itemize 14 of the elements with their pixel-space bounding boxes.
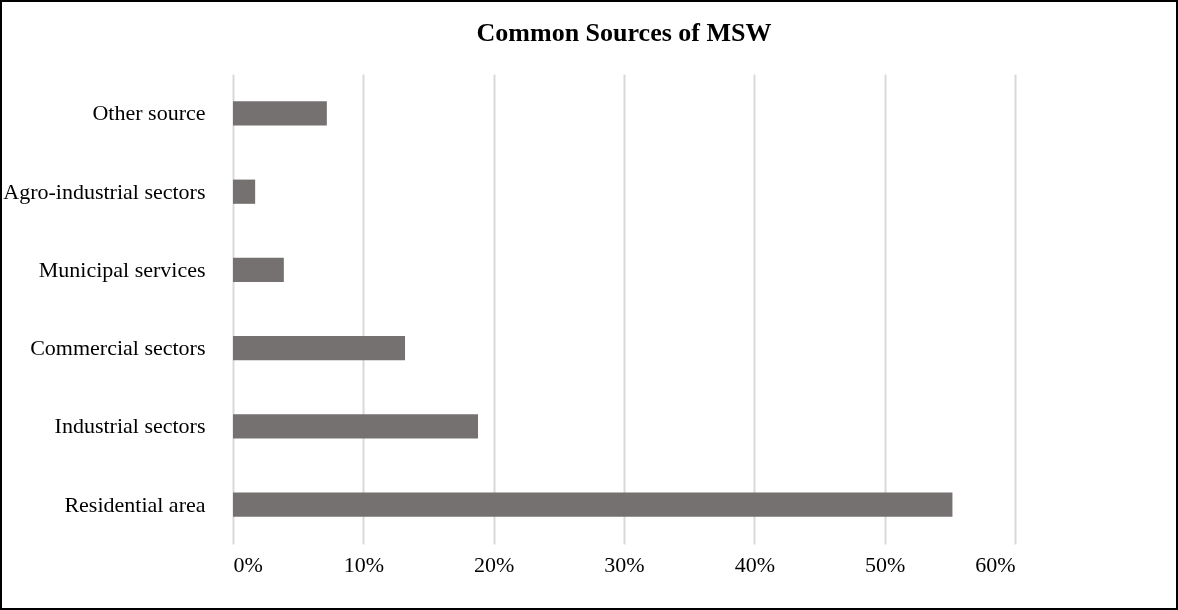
y-tick-label: Municipal services: [38, 256, 206, 282]
x-tick-label: 40%: [734, 551, 775, 577]
x-tick-label: 20%: [474, 551, 515, 577]
y-tick-label: Residential area: [64, 491, 206, 517]
y-tick-label: Industrial sectors: [54, 413, 206, 439]
x-tick-label: 60%: [975, 551, 1016, 577]
y-tick-label: Commercial sectors: [30, 335, 206, 361]
x-tick-label: 0%: [233, 551, 263, 577]
y-tick-label: Agro-industrial sectors: [3, 178, 206, 204]
x-tick-label: 30%: [604, 551, 645, 577]
x-tick-label: 50%: [865, 551, 906, 577]
x-tick-label: 10%: [343, 551, 384, 577]
y-tick-label: Other source: [92, 100, 206, 126]
chart-title: Common Sources of MSW: [476, 18, 772, 47]
